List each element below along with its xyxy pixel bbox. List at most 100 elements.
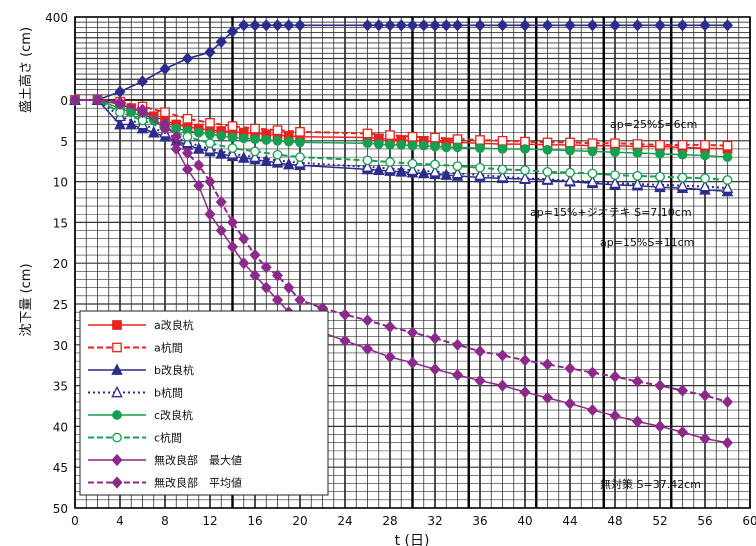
settlement-point bbox=[260, 261, 272, 274]
x-tick-label: 60 bbox=[742, 514, 756, 528]
settlement-point bbox=[430, 159, 440, 170]
settlement-point bbox=[69, 93, 81, 107]
lower-y-tick-label: 5 bbox=[60, 135, 68, 149]
settlement-point bbox=[429, 332, 441, 345]
settlement-point bbox=[586, 403, 599, 417]
settlement-point bbox=[226, 216, 239, 229]
legend-swatch-marker bbox=[112, 320, 122, 330]
settlement-point bbox=[249, 269, 261, 282]
axes: 0 4 8 12 16 20 24 28 32 36 40 44 48 52 56 6040005101520… bbox=[45, 11, 756, 528]
embankment-height-point bbox=[181, 52, 194, 65]
settlement-point bbox=[227, 143, 238, 153]
settlement-point bbox=[586, 366, 599, 379]
settlement-point bbox=[700, 140, 710, 150]
x-tick-label: 44 bbox=[562, 514, 577, 528]
embankment-height-point bbox=[564, 19, 576, 32]
settlement-point bbox=[361, 160, 374, 172]
settlement-point bbox=[441, 142, 452, 153]
lower-y-tick-label: 45 bbox=[53, 461, 68, 475]
settlement-point bbox=[227, 132, 238, 143]
legend-item: b杭間 bbox=[88, 386, 183, 400]
settlement-point bbox=[193, 159, 205, 172]
settlement-point bbox=[227, 121, 238, 131]
settlement-point bbox=[204, 175, 216, 188]
settlement-series-1 bbox=[70, 95, 733, 151]
embankment-height-series bbox=[69, 19, 734, 107]
settlement-point bbox=[361, 314, 374, 327]
settlement-point bbox=[159, 118, 171, 131]
legend-item: c杭間 bbox=[88, 431, 182, 445]
settlement-point bbox=[519, 354, 531, 367]
settlement-point bbox=[542, 144, 553, 155]
settlement-point bbox=[475, 135, 485, 145]
x-axis-label: t (日) bbox=[395, 533, 430, 546]
settlement-point bbox=[475, 143, 485, 153]
settlement-point bbox=[722, 152, 733, 162]
lower-y-axis-label: 沈下量 (cm) bbox=[19, 263, 34, 336]
settlement-point bbox=[676, 426, 689, 439]
settlement-point bbox=[654, 379, 666, 392]
settlement-point bbox=[407, 140, 418, 151]
settlement-point bbox=[631, 177, 644, 189]
legend-swatch-marker bbox=[111, 385, 123, 398]
settlement-point bbox=[564, 362, 576, 375]
settlement-point bbox=[181, 146, 194, 160]
settlement-point bbox=[655, 140, 665, 150]
settlement-point bbox=[700, 173, 710, 184]
settlement-point bbox=[474, 168, 486, 180]
settlement-point bbox=[609, 409, 621, 422]
settlement-point bbox=[497, 144, 508, 154]
embankment-height-point bbox=[159, 62, 171, 75]
settlement-point bbox=[564, 174, 576, 186]
settlement-point bbox=[181, 135, 194, 148]
settlement-point bbox=[238, 232, 250, 245]
legend-swatch-marker bbox=[112, 432, 122, 443]
settlement-point bbox=[271, 293, 284, 307]
data-series bbox=[69, 19, 734, 449]
settlement-point bbox=[160, 107, 170, 118]
settlement-point bbox=[215, 195, 227, 209]
settlement-point bbox=[249, 150, 261, 162]
settlement-point bbox=[699, 432, 711, 445]
settlement-point bbox=[519, 386, 531, 399]
settlement-point bbox=[362, 138, 373, 149]
settlement-point bbox=[396, 140, 407, 150]
settlement-point bbox=[125, 117, 138, 130]
embankment-height-point bbox=[260, 19, 272, 32]
settlement-point bbox=[429, 363, 441, 376]
lower-y-tick-label: 25 bbox=[53, 298, 68, 312]
settlement-point bbox=[406, 326, 419, 339]
settlement-point bbox=[294, 156, 306, 168]
settlement-point bbox=[541, 172, 554, 185]
settlement-point bbox=[418, 140, 429, 151]
embankment-height-point bbox=[373, 19, 385, 32]
settlement-point bbox=[260, 154, 273, 167]
x-tick-label: 32 bbox=[427, 514, 442, 528]
settlement-point bbox=[586, 174, 599, 187]
settlement-point bbox=[272, 125, 283, 136]
settlement-point bbox=[406, 356, 419, 369]
settlement-point bbox=[632, 139, 643, 149]
settlement-point bbox=[677, 140, 688, 150]
settlement-point bbox=[136, 103, 149, 116]
embankment-height-point bbox=[609, 19, 621, 32]
settlement-point bbox=[170, 142, 182, 156]
settlement-point bbox=[272, 135, 283, 146]
embankment-height-point bbox=[654, 19, 666, 32]
lower-y-tick-label: 15 bbox=[53, 216, 68, 230]
settlement-line bbox=[75, 99, 728, 158]
settlement-point bbox=[496, 349, 509, 362]
settlement-point bbox=[677, 172, 688, 183]
embankment-height-point bbox=[474, 19, 486, 32]
legend-label: c改良杭 bbox=[154, 408, 193, 422]
embankment-height-point bbox=[429, 19, 441, 32]
embankment-height-point bbox=[283, 19, 295, 32]
upper-y-tick-label: 400 bbox=[45, 11, 68, 25]
embankment-height-point bbox=[496, 19, 509, 32]
settlement-point bbox=[147, 125, 160, 138]
upper-y-axis-label: 盛土高さ (cm) bbox=[18, 27, 34, 113]
x-tick-label: 24 bbox=[337, 514, 352, 528]
settlement-point bbox=[430, 141, 440, 152]
settlement-point bbox=[250, 123, 260, 134]
